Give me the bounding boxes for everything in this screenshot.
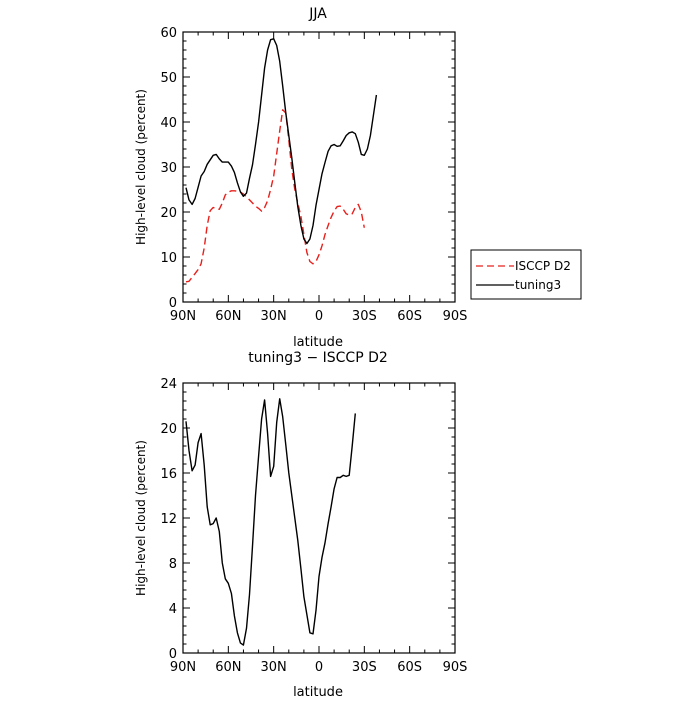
y-tick-label: 4 — [169, 602, 177, 617]
x-tick-label: 90N — [170, 660, 196, 675]
top-x-axis-label: latitude — [293, 335, 343, 350]
y-tick-label: 24 — [160, 377, 177, 392]
x-tick-label: 90N — [170, 309, 196, 324]
y-tick-label: 12 — [160, 512, 177, 527]
bottom-y-axis-label: High-level cloud (percent) — [134, 440, 148, 596]
legend-box — [470, 249, 582, 300]
y-tick-label: 30 — [160, 161, 177, 176]
y-tick-label: 50 — [160, 71, 177, 86]
y-tick-label: 16 — [160, 467, 177, 482]
x-tick-label: 90S — [443, 660, 468, 675]
bottom-x-axis-label: latitude — [293, 685, 343, 700]
y-tick-label: 0 — [169, 647, 177, 662]
isccp-d2-line — [185, 109, 365, 283]
top-axis-ticks: 90N 60N 30N 0 30S 60S 90S 0 10 20 30 40 50 60 — [160, 26, 467, 324]
x-tick-label: 60S — [397, 309, 422, 324]
x-tick-label: 30N — [261, 309, 287, 324]
y-tick-label: 60 — [160, 26, 177, 41]
legend-label-tuning3: tuning3 — [515, 278, 561, 292]
bottom-plot-frame — [182, 382, 456, 654]
x-tick-label: 60S — [397, 660, 422, 675]
difference-line — [185, 398, 356, 646]
y-tick-label: 40 — [160, 116, 177, 131]
x-tick-label: 0 — [315, 309, 323, 324]
y-tick-label: 20 — [160, 422, 177, 437]
x-tick-label: 30S — [352, 309, 377, 324]
x-tick-label: 0 — [315, 660, 323, 675]
x-tick-label: 60N — [215, 309, 241, 324]
y-tick-label: 10 — [160, 251, 177, 266]
bottom-chart-title: tuning3 − ISCCP D2 — [248, 350, 388, 366]
legend-label-isccp-d2: ISCCP D2 — [515, 259, 571, 273]
top-panel: JJA High-level cloud (percent) latitude … — [134, 6, 467, 350]
x-tick-label: 30S — [352, 660, 377, 675]
top-plot-frame — [182, 31, 456, 303]
x-tick-label: 30N — [261, 660, 287, 675]
top-series-group — [185, 38, 378, 283]
top-y-axis-label: High-level cloud (percent) — [134, 89, 148, 245]
y-tick-label: 20 — [160, 206, 177, 221]
x-tick-label: 90S — [443, 309, 468, 324]
tuning3-line — [185, 38, 378, 245]
bottom-series-group — [185, 398, 356, 646]
y-tick-label: 0 — [169, 296, 177, 311]
top-chart-title: JJA — [308, 6, 327, 22]
y-tick-label: 8 — [169, 557, 177, 572]
bottom-panel: tuning3 − ISCCP D2 High-level cloud (per… — [134, 350, 467, 700]
x-tick-label: 60N — [215, 660, 241, 675]
legend: ISCCP D2 tuning3 — [470, 249, 582, 300]
